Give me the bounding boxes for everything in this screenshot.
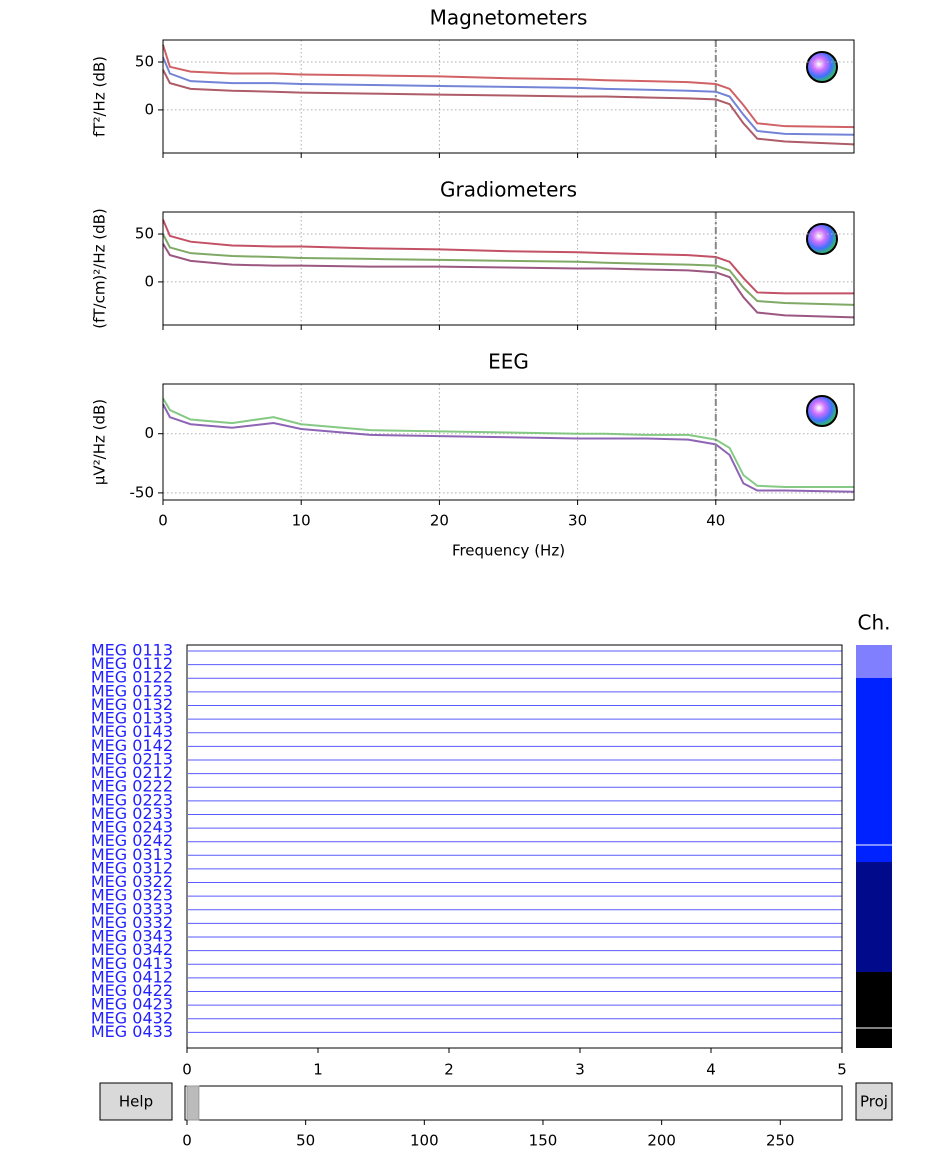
button[interactable] [855, 1082, 893, 1121]
axes-frame [162, 383, 855, 501]
channel-name: MEG 0122 [91, 668, 173, 687]
axes-frame [162, 39, 855, 154]
x-tick-label: 100 [410, 1132, 439, 1150]
channel-name: MEG 0332 [91, 913, 173, 932]
y-axis-label: µV²/Hz (dB) [91, 399, 109, 485]
button-label: Help [119, 1093, 153, 1111]
channel-name: MEG 0313 [91, 845, 173, 864]
channel-name: MEG 0342 [91, 940, 173, 959]
x-tick-label: 30 [568, 512, 587, 530]
head-icons [806, 51, 838, 427]
y-axis-label: fT²/Hz (dB) [91, 56, 109, 137]
channel-name: MEG 0113 [91, 641, 173, 660]
channel-name: MEG 0222 [91, 777, 173, 796]
y-tick-label: 0 [144, 424, 154, 442]
x-tick-label: 1 [313, 1061, 323, 1079]
time-scrollbar[interactable] [184, 1085, 843, 1121]
channel-name: MEG 0212 [91, 763, 173, 782]
psd-line [162, 403, 855, 493]
channel-name: MEG 0132 [91, 695, 173, 714]
panel-title: Magnetometers [430, 6, 588, 30]
x-tick-label: 0 [158, 512, 168, 530]
channel-scrollbar[interactable] [856, 645, 892, 1048]
panel-title: Gradiometers [440, 178, 577, 202]
channel-name: MEG 0413 [91, 954, 173, 973]
x-tick-label: 3 [575, 1061, 585, 1079]
x-axis-label: Frequency (Hz) [452, 542, 565, 560]
y-tick-label: -50 [130, 483, 155, 501]
psd-line [162, 397, 854, 488]
channel-name: MEG 0433 [91, 1022, 173, 1041]
channel-name: MEG 0143 [91, 722, 173, 741]
x-tick-label: 4 [706, 1061, 716, 1079]
scroll-block [856, 972, 892, 1048]
channel-name: MEG 0323 [91, 886, 173, 905]
y-tick-label: 0 [144, 100, 154, 118]
channel-name: MEG 0233 [91, 804, 173, 823]
x-tick-label: 5 [837, 1061, 847, 1079]
y-tick-label: 0 [144, 272, 154, 290]
x-tick-label: 0 [182, 1061, 192, 1079]
channel-name: MEG 0412 [91, 967, 173, 986]
psd-line [162, 233, 855, 306]
psd-line [162, 44, 855, 129]
channel-name: MEG 0242 [91, 831, 173, 850]
help-button[interactable]: Help [99, 1082, 173, 1121]
channel-label: Ch. [858, 611, 891, 635]
y-tick-label: 50 [135, 225, 154, 243]
sensor-head [806, 51, 838, 83]
channel-name: MEG 0133 [91, 709, 173, 728]
channel-name: MEG 0123 [91, 681, 173, 700]
channel-name: MEG 0312 [91, 858, 173, 877]
sensor-head [806, 395, 838, 427]
x-tick-label: 150 [529, 1132, 558, 1150]
button-label: Proj [860, 1093, 888, 1111]
x-tick-label: 10 [292, 512, 311, 530]
scroll-block [856, 645, 892, 678]
axes-frame [162, 211, 855, 326]
channel-name: MEG 0243 [91, 818, 173, 837]
channel-name: MEG 0422 [91, 981, 173, 1000]
scroll-thumb [186, 1085, 200, 1121]
psd-line [162, 243, 855, 319]
y-tick-label: 50 [135, 53, 154, 71]
scroll-block [856, 862, 892, 972]
proj-button[interactable]: Proj [855, 1082, 893, 1121]
channel-name: MEG 0112 [91, 654, 173, 673]
x-tick-label: 50 [296, 1132, 315, 1150]
x-tick-label: 200 [647, 1132, 676, 1150]
sensor-head [806, 223, 838, 255]
x-tick-label: 2 [444, 1061, 454, 1079]
psd-line [162, 219, 854, 295]
psd-line [162, 69, 855, 146]
x-tick-label: 40 [706, 512, 725, 530]
channel-name: MEG 0343 [91, 927, 173, 946]
psd-line [162, 56, 855, 136]
channel-name: MEG 0322 [91, 872, 173, 891]
x-tick-label: 0 [182, 1132, 192, 1150]
y-axis-label: (fT/cm)²/Hz (dB) [91, 208, 109, 329]
panel-title: EEG [488, 350, 529, 374]
x-tick-label: 250 [766, 1132, 795, 1150]
x-tick-label: 20 [430, 512, 449, 530]
channel-name: MEG 0213 [91, 749, 173, 768]
channel-name: MEG 0223 [91, 790, 173, 809]
channel-name: MEG 0333 [91, 899, 173, 918]
scroll-block [856, 678, 892, 862]
browser-frame [186, 644, 843, 1049]
channel-name: MEG 0432 [91, 1008, 173, 1027]
button[interactable] [99, 1082, 173, 1121]
channel-name: MEG 0423 [91, 995, 173, 1014]
channel-name: MEG 0142 [91, 736, 173, 755]
